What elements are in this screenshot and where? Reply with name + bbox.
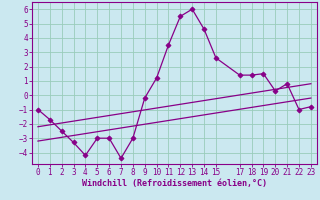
X-axis label: Windchill (Refroidissement éolien,°C): Windchill (Refroidissement éolien,°C) [82,179,267,188]
